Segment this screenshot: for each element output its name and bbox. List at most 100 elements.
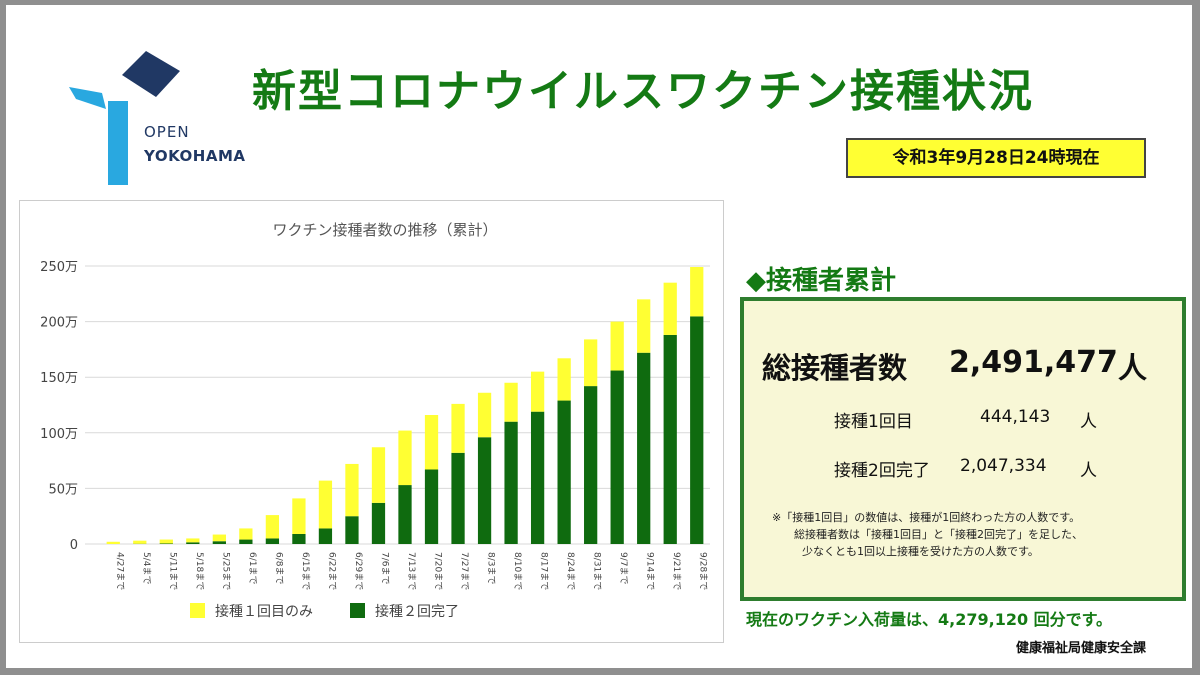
bar-segment (133, 540, 147, 544)
y-tick-label: 250万 (40, 260, 78, 275)
vaccination-chart: ワクチン接種者数の推移（累計） 0 50万 100万 150万 200万 250万 4/27ま… (40, 221, 710, 620)
total-label: 総接種者数 (762, 351, 908, 385)
bar-segment (663, 334, 677, 544)
vaccine-stock-text: 現在のワクチン入荷量は、4,279,120 回分です。 (746, 610, 1113, 629)
bar-segment (451, 403, 465, 453)
x-tick-label: 8/31まで (592, 552, 603, 590)
x-tick-label: 6/8まで (273, 552, 284, 585)
dose2-value: 2,047,334 (960, 456, 1047, 476)
legend-label: 接種２回完了 (375, 603, 459, 620)
bar-segment (451, 452, 465, 544)
bar-segment (398, 485, 412, 544)
bar-segment (557, 358, 571, 401)
x-tick-label: 9/28まで (698, 552, 709, 590)
bar-segment (504, 421, 518, 544)
dose2-label: 接種2回完了 (834, 461, 930, 481)
bar-segment (106, 541, 120, 544)
bar-segment (637, 352, 651, 544)
bar-segment (504, 382, 518, 422)
bar-segment (424, 415, 439, 470)
x-tick-label: 6/15まで (300, 552, 311, 590)
dose1-value: 444,143 (980, 407, 1051, 427)
x-tick-label: 5/11まで (167, 552, 178, 590)
x-tick-label: 5/18まで (194, 552, 205, 590)
bar-segment (371, 447, 386, 503)
bar-segment (477, 437, 492, 544)
x-tick-label: 7/6まで (379, 552, 390, 585)
logo-text-open: OPEN (144, 123, 190, 141)
legend-label: 接種１回目のみ (215, 603, 313, 620)
bar-segment (265, 515, 280, 539)
bar-segment (610, 370, 624, 544)
y-tick-label: 50万 (48, 482, 78, 497)
dose1-label: 接種1回目 (834, 412, 913, 432)
bar-segment (345, 516, 359, 544)
y-tick-label: 200万 (40, 316, 78, 331)
slide: OPEN YOKOHAMA 新型コロナウイルスワクチン接種状況 令和3年9月28… (6, 5, 1192, 668)
x-tick-label: 6/22まで (326, 552, 337, 590)
bar-segment (637, 299, 651, 353)
x-tick-label: 7/20まで (433, 552, 444, 590)
dose2-unit: 人 (1080, 461, 1097, 481)
bar-segment (690, 316, 704, 544)
bar-segment (265, 538, 280, 544)
x-tick-label: 5/25まで (220, 552, 231, 590)
x-tick-label: 5/4まで (141, 552, 152, 585)
note-line-1: ※「接種1回目」の数値は、接種が1回終わった方の人数です。 (772, 511, 1081, 524)
bar-segment (530, 411, 545, 544)
y-tick-label: 100万 (40, 427, 78, 442)
department-name: 健康福祉局健康安全課 (1016, 641, 1147, 656)
bar-segment (186, 538, 200, 543)
summary-box: 総接種者数 2,491,477 人 接種1回目 444,143 人 接種2回完了… (740, 297, 1186, 601)
x-tick-label: 4/27まで (114, 552, 125, 590)
total-value: 2,491,477 (949, 345, 1118, 380)
bar-segment (345, 463, 359, 517)
bar-segment (186, 542, 200, 544)
x-tick-label: 7/13まで (406, 552, 417, 590)
x-tick-label: 8/24まで (565, 552, 576, 590)
x-tick-label: 9/14まで (645, 552, 656, 590)
note-line-3: 少なくとも1回以上接種を受けた方の人数です。 (802, 545, 1039, 558)
bar-segment (239, 528, 253, 540)
bar-segment (584, 386, 598, 544)
y-tick-label: 150万 (40, 371, 78, 386)
x-tick-label: 9/21まで (671, 552, 682, 590)
bar-segment (398, 430, 412, 486)
x-tick-label: 9/7まで (618, 552, 629, 585)
logo-text-yokohama: YOKOHAMA (144, 147, 246, 165)
x-tick-label: 6/29まで (353, 552, 364, 590)
bar-segment (477, 392, 492, 438)
bar-segment (239, 539, 253, 544)
x-tick-label: 7/27まで (459, 552, 470, 590)
bar-segment (530, 371, 545, 412)
bar-segment (318, 528, 333, 544)
bar-segment (212, 541, 226, 544)
total-unit: 人 (1118, 351, 1148, 385)
bar-segment (292, 498, 306, 534)
bar-segment (159, 543, 173, 544)
bar-segment (159, 539, 173, 544)
bar-segment (424, 469, 439, 544)
summary-note: ※「接種1回目」の数値は、接種が1回終わった方の人数です。 総接種者数は「接種1… (772, 509, 1083, 560)
bar-segment (584, 339, 598, 387)
date-badge: 令和3年9月28日24時現在 (846, 138, 1146, 178)
page-title: 新型コロナウイルスワクチン接種状況 (252, 66, 1034, 117)
y-tick-label: 0 (70, 538, 78, 553)
legend-swatch (350, 603, 365, 618)
bar-segment (610, 321, 624, 371)
open-yokohama-logo: OPEN YOKOHAMA (64, 47, 246, 187)
bar-segment (318, 480, 333, 529)
chart-title: ワクチン接種者数の推移（累計） (272, 221, 497, 239)
legend-swatch (190, 603, 205, 618)
bar-segment (292, 533, 306, 544)
x-tick-label: 8/3まで (486, 552, 497, 585)
x-tick-label: 8/10まで (512, 552, 523, 590)
summary-heading: ◆接種者累計 (746, 266, 896, 296)
bar-segment (371, 502, 386, 544)
x-tick-label: 8/17まで (539, 552, 550, 590)
bar-segment (663, 282, 677, 335)
dose1-unit: 人 (1080, 412, 1097, 432)
note-line-2: 総接種者数は「接種1回目」と「接種2回完了」を足した、 (794, 528, 1083, 541)
bar-segment (557, 400, 571, 544)
chart-panel: ワクチン接種者数の推移（累計） 0 50万 100万 150万 200万 250万 4/27ま… (19, 200, 724, 643)
